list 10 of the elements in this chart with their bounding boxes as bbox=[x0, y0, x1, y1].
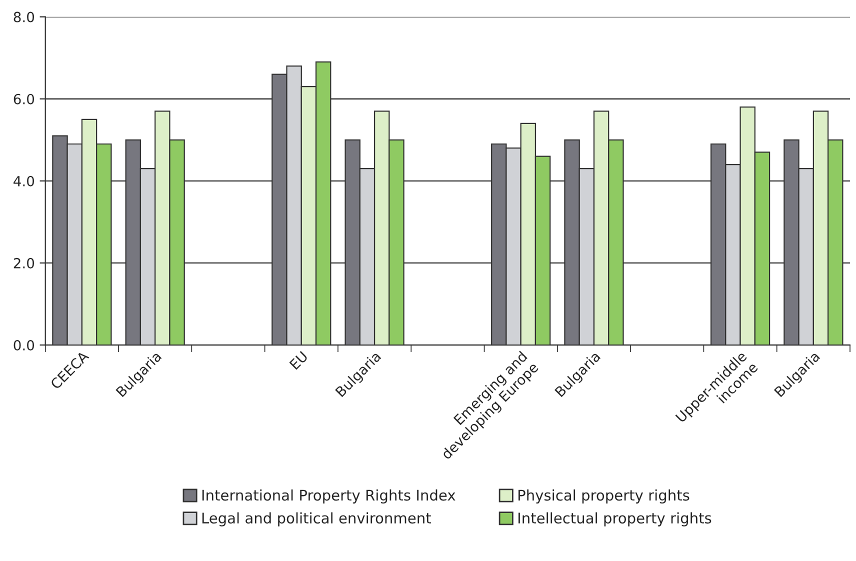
legend-label: Legal and political environment bbox=[202, 512, 431, 526]
x-tick-label: EU bbox=[289, 351, 308, 370]
y-tick-label: 4.0 bbox=[14, 176, 34, 186]
legend-label: Intellectual property rights bbox=[518, 512, 712, 526]
y-tick-label: 8.0 bbox=[14, 12, 34, 22]
legend-label: Physical property rights bbox=[518, 489, 690, 504]
legend-label: International Property Rights Index bbox=[202, 489, 456, 504]
y-tick-label: 6.0 bbox=[14, 94, 34, 104]
y-tick-label: 0.0 bbox=[14, 340, 34, 350]
y-tick-label: 2.0 bbox=[14, 258, 34, 268]
